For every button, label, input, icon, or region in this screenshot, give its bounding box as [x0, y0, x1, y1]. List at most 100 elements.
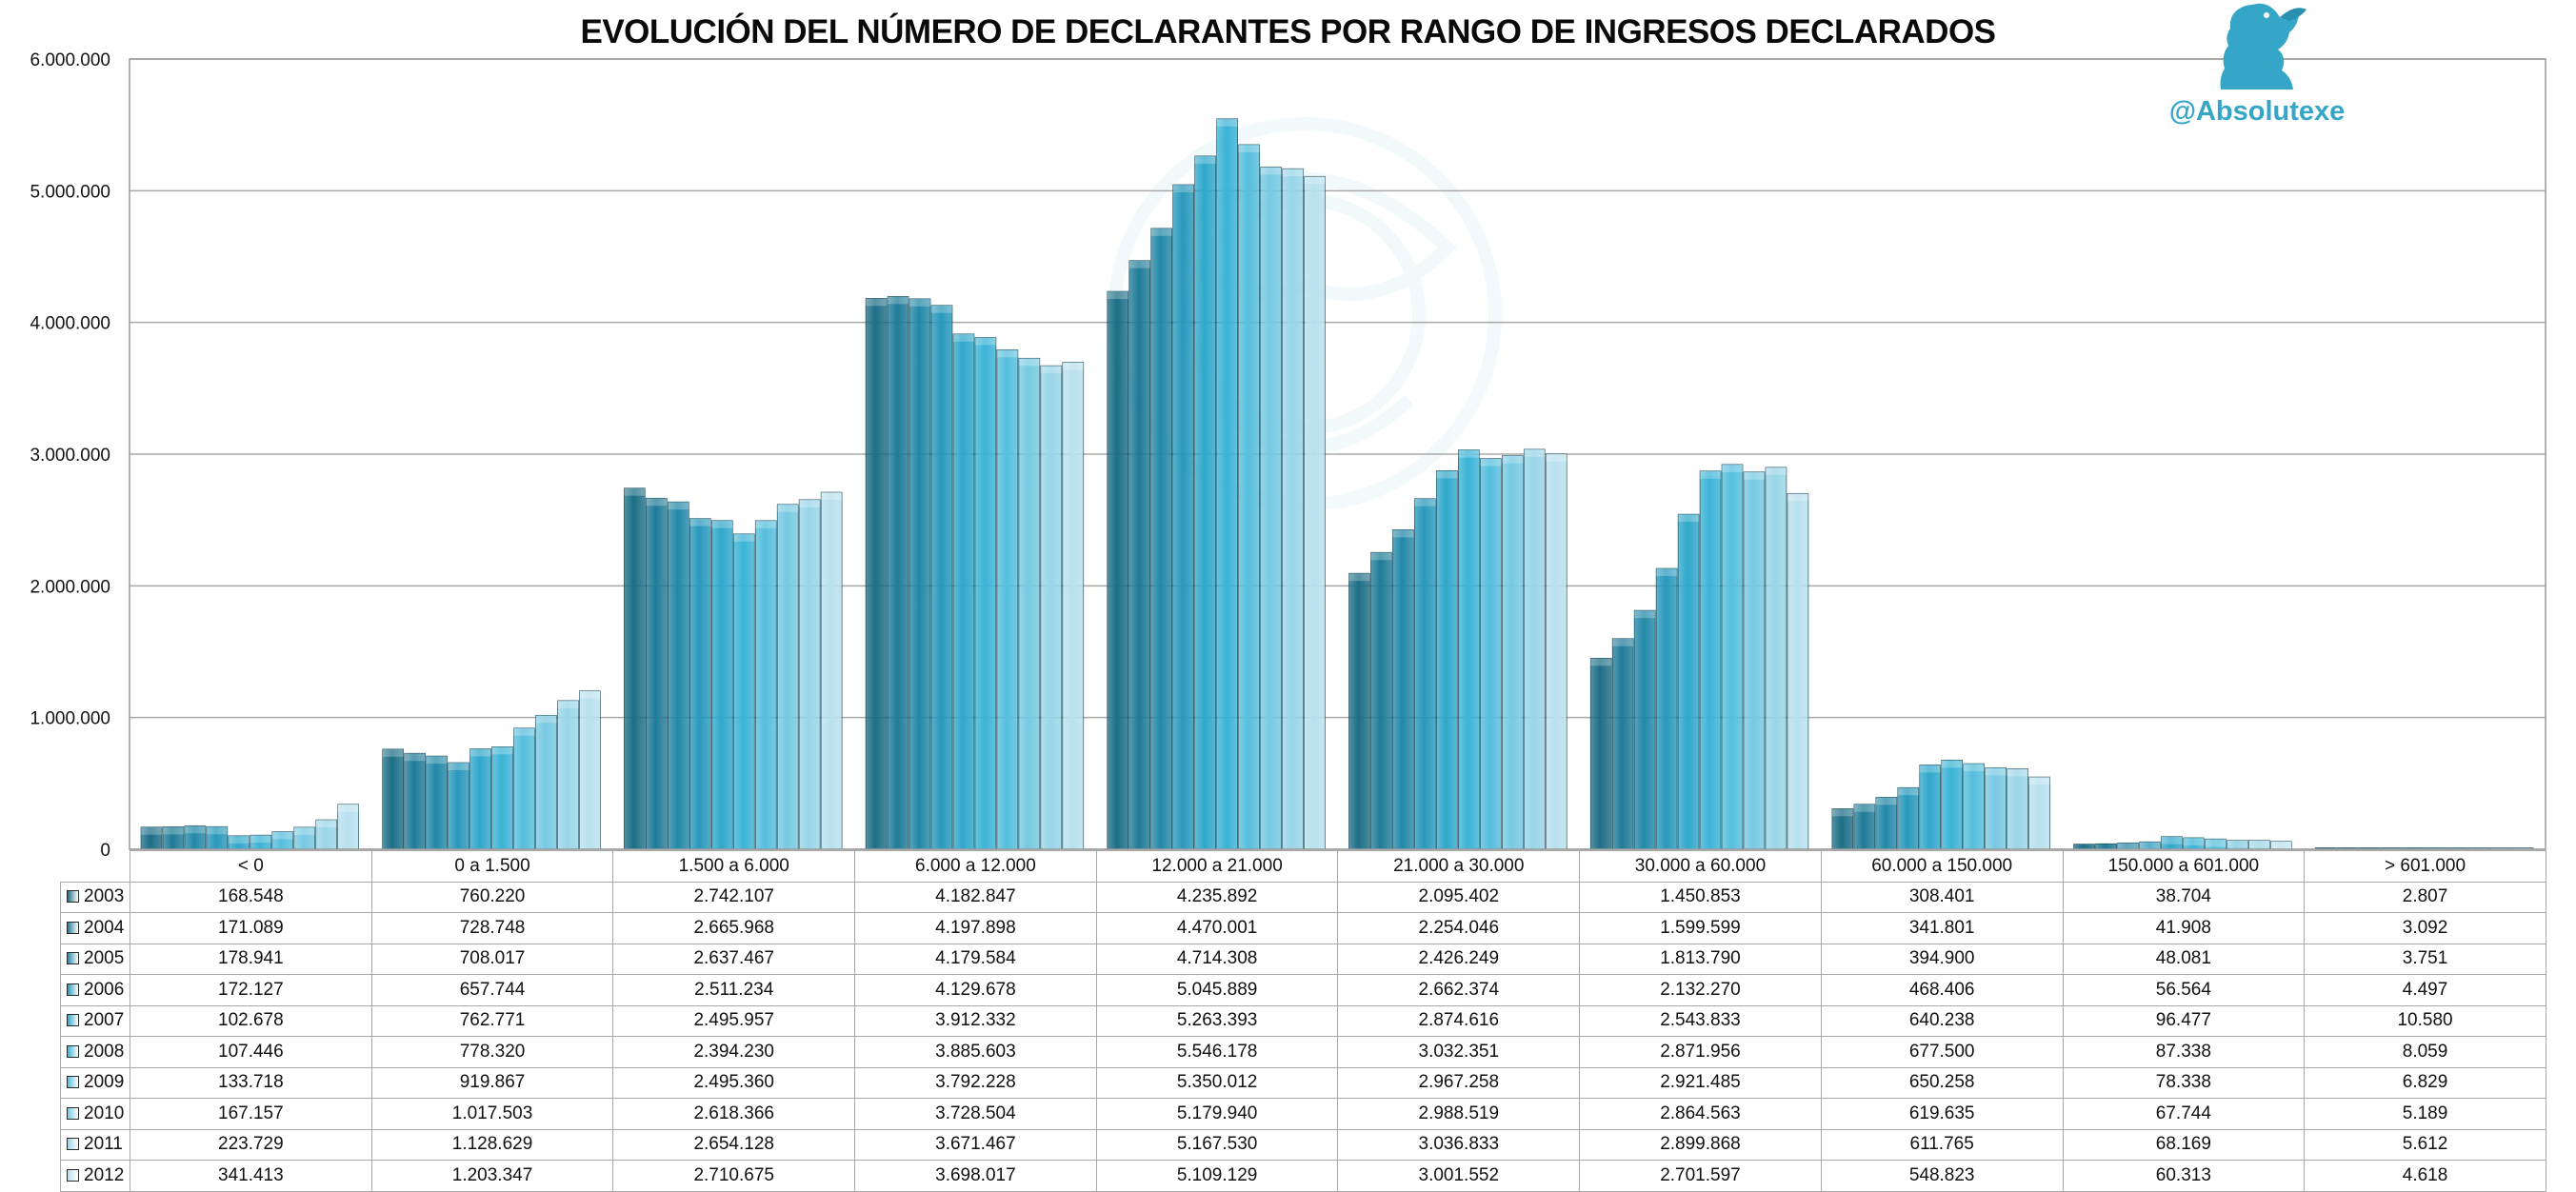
bar-highlight — [1743, 471, 1765, 480]
data-label: 3.092 — [2304, 912, 2546, 944]
data-label: 2.132.270 — [1579, 974, 1822, 1006]
data-label: 5.350.012 — [1095, 1066, 1339, 1099]
bar-2003-3 — [865, 298, 888, 850]
legend-key-icon — [67, 1044, 79, 1058]
data-label: 2.543.833 — [1579, 1004, 1822, 1037]
bar-2009-7 — [1963, 763, 1985, 850]
legend-label: 2005 — [84, 948, 125, 969]
x-tick-label: 150.000 a 601.000 — [2062, 850, 2306, 883]
data-label: 5.167.530 — [1095, 1128, 1339, 1161]
data-label: 4.197.898 — [854, 912, 1097, 944]
legend-entry: 2007 — [60, 1004, 130, 1037]
data-label: 4.714.308 — [1095, 943, 1339, 975]
bar-highlight — [1897, 787, 1919, 796]
bar-highlight — [974, 337, 996, 346]
bar-highlight — [1436, 470, 1458, 479]
bar-2011-5 — [1523, 448, 1546, 850]
legend-label: 2003 — [84, 886, 125, 907]
bar-highlight — [624, 487, 646, 496]
bar-2008-7 — [1941, 759, 1964, 850]
data-label: 6.829 — [2304, 1066, 2546, 1099]
bar-highlight — [689, 518, 711, 526]
data-label: 650.258 — [1820, 1066, 2064, 1099]
bar-highlight — [711, 520, 733, 528]
data-label: 4.497 — [2304, 974, 2546, 1006]
data-label: 2.618.366 — [612, 1098, 856, 1130]
data-label: 708.017 — [370, 943, 614, 975]
bar-2006-3 — [930, 305, 953, 850]
data-label: 468.406 — [1820, 974, 2064, 1006]
bar-highlight — [1678, 514, 1700, 523]
data-label: 178.941 — [130, 943, 372, 975]
bar-highlight — [866, 298, 888, 307]
table-row: 2004 171.089 728.748 2.665.968 4.197.898 4.47… — [60, 912, 2546, 944]
bar-highlight — [1107, 291, 1128, 300]
bar-highlight — [1700, 470, 1722, 479]
legend-label: 2004 — [84, 917, 125, 938]
bar-highlight — [1919, 765, 1941, 773]
data-label: 2.495.360 — [612, 1066, 856, 1099]
data-label: 41.908 — [2062, 912, 2306, 944]
data-label: 611.765 — [1820, 1128, 2064, 1161]
bar-highlight — [2117, 843, 2139, 849]
bar-highlight — [141, 826, 162, 835]
data-label: 5.179.940 — [1095, 1098, 1339, 1130]
data-label: 96.477 — [2062, 1004, 2306, 1037]
data-label: 2.988.519 — [1337, 1098, 1581, 1130]
bar-2005-1 — [426, 755, 448, 850]
bar-highlight — [315, 820, 337, 828]
bar-2012-4 — [1304, 175, 1326, 850]
bar-highlight — [1282, 169, 1304, 177]
bar-highlight — [1150, 228, 1172, 236]
data-label: 2.742.107 — [612, 881, 856, 913]
data-label: 102.678 — [130, 1004, 372, 1037]
data-label: 3.912.332 — [854, 1004, 1097, 1037]
bar-2009-4 — [1238, 144, 1260, 850]
plot-area-frame — [129, 58, 2546, 850]
bar-highlight — [535, 715, 557, 724]
data-label: 5.546.178 — [1095, 1036, 1339, 1068]
bar-2003-4 — [1107, 290, 1129, 850]
x-tick-label: 12.000 a 21.000 — [1095, 850, 1339, 883]
y-tick-label: 6.000.000 — [30, 50, 110, 70]
bar-highlight — [337, 804, 359, 812]
legend-key-icon — [67, 890, 79, 904]
data-label: 2.710.675 — [612, 1160, 856, 1192]
data-label: 5.045.889 — [1095, 974, 1339, 1006]
bar-2010-2 — [776, 504, 799, 850]
bar-2006-2 — [689, 518, 711, 850]
bar-highlight — [2248, 840, 2270, 848]
table-row: 2003 168.548 760.220 2.742.107 4.182.847 4.23… — [60, 881, 2546, 913]
data-label: 619.635 — [1820, 1098, 2064, 1130]
data-label: 2.095.402 — [1337, 881, 1581, 913]
bar-highlight — [2139, 842, 2161, 849]
bar-highlight — [491, 746, 513, 755]
x-tick-label: 21.000 a 30.000 — [1337, 850, 1581, 883]
bar-highlight — [1128, 260, 1150, 268]
bar-2007-3 — [952, 333, 975, 850]
bar-2009-5 — [1480, 458, 1502, 850]
bar-highlight — [1392, 529, 1414, 538]
legend-entry: 2012 — [60, 1160, 130, 1192]
data-label: 2.701.597 — [1579, 1160, 1822, 1192]
data-label: 760.220 — [370, 881, 614, 913]
bar-highlight — [2007, 768, 2028, 777]
data-label: 133.718 — [130, 1066, 372, 1099]
bar-highlight — [1304, 176, 1326, 185]
legend-key-icon — [67, 1076, 79, 1089]
bar-2012-7 — [2028, 776, 2050, 850]
data-label: 677.500 — [1820, 1036, 2064, 1068]
bar-highlight — [668, 502, 689, 510]
bar-highlight — [1634, 610, 1656, 619]
data-label: 5.109.129 — [1095, 1160, 1339, 1192]
data-label: 167.157 — [130, 1098, 372, 1130]
bar-highlight — [162, 826, 184, 835]
data-label: 1.128.629 — [370, 1128, 614, 1161]
bar-highlight — [1524, 448, 1546, 457]
bar-highlight — [1722, 464, 1743, 472]
bar-2008-4 — [1216, 118, 1238, 850]
bar-2003-8 — [2073, 844, 2095, 850]
bar-2008-1 — [491, 746, 513, 850]
y-tick-label: 0 — [100, 841, 110, 857]
